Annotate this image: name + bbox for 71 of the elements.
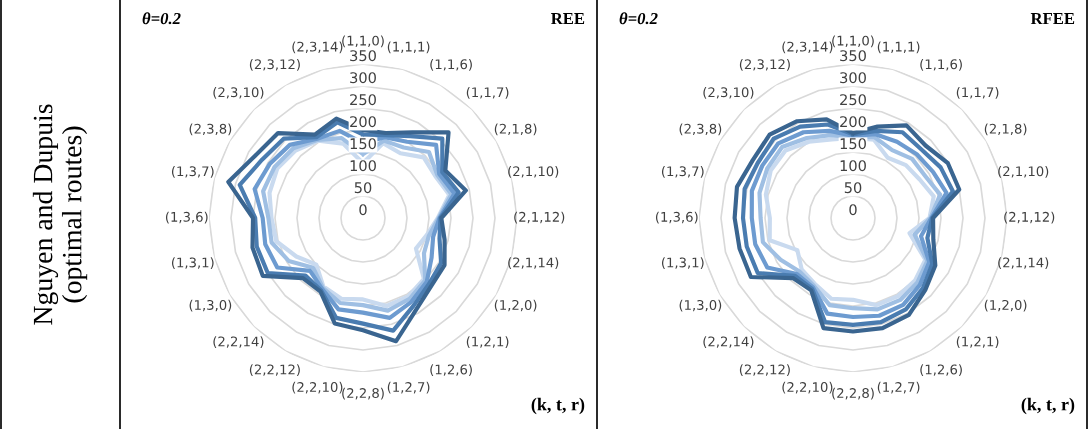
spoke-label: (1,2,6) <box>920 364 962 376</box>
y-tick-label: 250 <box>350 94 376 106</box>
spoke-label: (2,1,10) <box>998 166 1049 178</box>
spoke-label: (2,3,12) <box>249 59 300 71</box>
spoke-label: (1,3,7) <box>661 166 704 178</box>
text: (k, t, r) <box>531 397 585 415</box>
spoke-label: (1,1,6) <box>920 59 962 71</box>
spoke-label: (1,3,1) <box>661 257 704 269</box>
spoke-label: (2,3,8) <box>679 123 722 136</box>
text: Nguyen and Dupuis (optimal routes) <box>32 104 88 325</box>
spoke-label: (2,3,12) <box>739 59 790 71</box>
spoke-label: (2,2,12) <box>249 364 300 376</box>
spoke-label: (2,3,14) <box>292 41 343 54</box>
spoke-label: (1,2,1) <box>466 336 509 348</box>
spoke-label: (1,1,1) <box>877 41 920 54</box>
spoke-label: (1,3,1) <box>171 257 214 269</box>
spoke-label: (1,2,0) <box>984 299 1027 312</box>
y-tick-label: 300 <box>350 72 376 84</box>
spoke-label: (1,1,7) <box>956 87 999 99</box>
chart-subtitle: REE <box>551 13 585 25</box>
spoke-label: (1,1,6) <box>430 59 472 71</box>
spoke-label: (1,2,0) <box>494 299 537 312</box>
spoke-label: (2,2,14) <box>213 336 264 348</box>
spoke-label: (2,1,10) <box>508 166 559 178</box>
spoke-label: (2,3,10) <box>213 87 264 99</box>
y-tick-label: 150 <box>840 138 866 150</box>
spoke-label: (1,1,0) <box>832 35 874 48</box>
y-tick-label: 200 <box>840 116 866 128</box>
spoke-label: (2,2,8) <box>832 387 874 400</box>
spoke-label: (1,3,6) <box>165 211 208 224</box>
spoke-label: (1,2,1) <box>956 336 999 348</box>
y-tick-label: 100 <box>840 160 866 172</box>
spoke-label: (1,3,6) <box>655 211 698 224</box>
spoke-label: (2,1,12) <box>514 211 565 224</box>
y-tick-label: 350 <box>840 50 866 62</box>
spoke-label: (1,1,0) <box>342 35 384 48</box>
spoke-label: (2,1,14) <box>998 257 1049 269</box>
y-tick-label: 100 <box>350 160 376 172</box>
spoke-label: (2,1,14) <box>508 257 559 269</box>
spoke-label: (1,3,0) <box>189 299 232 312</box>
y-tick-label: 250 <box>840 94 866 106</box>
spoke-label: (2,3,10) <box>703 87 754 99</box>
spoke-label: (2,3,14) <box>782 41 833 54</box>
spoke-label: (2,2,10) <box>292 381 343 394</box>
y-tick-label: 0 <box>849 204 857 216</box>
spoke-label: (2,2,14) <box>703 336 754 348</box>
spoke-label: (1,1,7) <box>466 87 509 99</box>
y-tick-label: 0 <box>359 204 367 216</box>
chart-title: θ=0.2 <box>619 12 658 25</box>
spoke-label: (2,1,8) <box>984 123 1027 136</box>
chart-subtitle: RFEE <box>1030 13 1075 25</box>
y-tick-label: 350 <box>350 50 376 62</box>
y-tick-label: 50 <box>354 182 372 194</box>
y-tick-label: 300 <box>840 72 866 84</box>
spoke-label: (2,3,8) <box>189 123 232 136</box>
y-tick-label: 200 <box>350 116 376 128</box>
y-tick-label: 50 <box>844 182 862 194</box>
spoke-label: (1,3,0) <box>679 299 722 312</box>
spoke-label: (2,1,8) <box>494 123 537 136</box>
spoke-label: (1,1,1) <box>387 41 430 54</box>
text: (k, t, r) <box>1021 397 1075 415</box>
spoke-label: (1,2,6) <box>430 364 472 376</box>
spoke-label: (1,2,7) <box>877 381 920 394</box>
spoke-label: (1,2,7) <box>387 381 430 394</box>
chart-title: θ=0.2 <box>142 12 181 25</box>
spoke-label: (2,2,12) <box>739 364 790 376</box>
spoke-label: (2,2,8) <box>342 387 384 400</box>
spoke-label: (2,2,10) <box>782 381 833 394</box>
spoke-label: (1,3,7) <box>171 166 214 178</box>
y-tick-label: 150 <box>350 138 376 150</box>
spoke-label: (2,1,12) <box>1004 211 1055 224</box>
